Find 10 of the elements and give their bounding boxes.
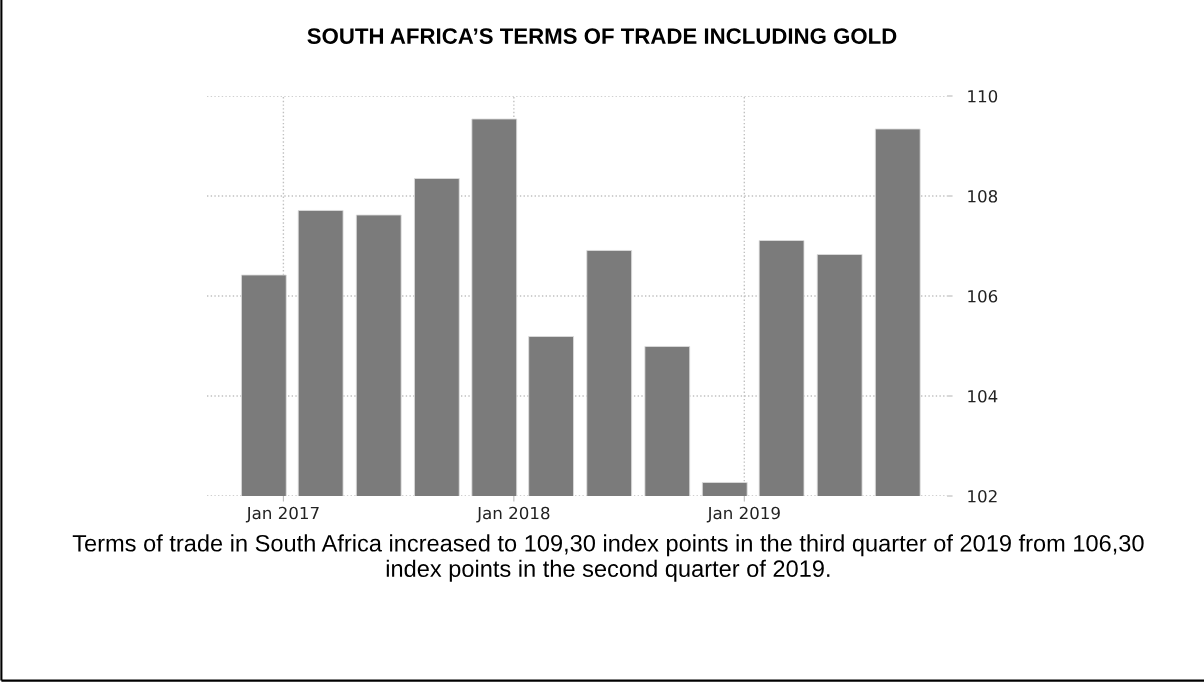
y-tick-label: 110 (968, 89, 998, 103)
y-tick-label: 102 (968, 489, 997, 503)
y-tick-label: 108 (968, 189, 998, 203)
y-tick-label: 104 (968, 389, 998, 403)
x-tick-label: Jan 2018 (476, 506, 550, 523)
chart-title: SOUTH AFRICA’S TERMS OF TRADE INCLUDING GOLD (307, 28, 897, 44)
x-tick-label: Jan 2019 (706, 506, 780, 523)
text: Terms of trade in South Africa increased to 109,30 index points in the third quarter of 2019 from 106,30 index points in the second quarter of 2019. (72, 534, 1144, 582)
x-tick-label: Jan 2017 (245, 506, 319, 523)
y-tick-label: 106 (968, 289, 998, 303)
